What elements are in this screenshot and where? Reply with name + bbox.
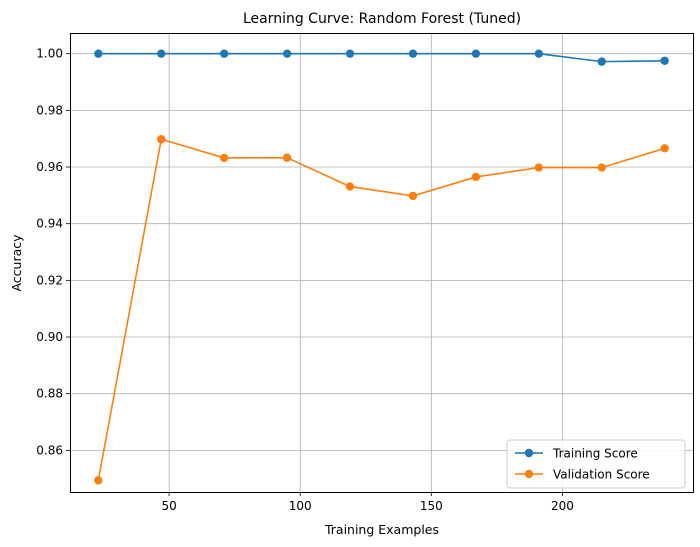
validation-score-line <box>97 138 665 481</box>
y-tick-label: 0.86 <box>36 443 63 457</box>
training-score-point <box>282 49 292 58</box>
x-tick-label: 50 <box>161 499 176 513</box>
training-score-point <box>660 56 669 65</box>
training-score-point <box>408 49 418 58</box>
y-axis-ticks: 0.86 0.88 0.90 0.92 0.94 0.96 0.98 1.00 <box>36 47 70 457</box>
x-axis-ticks: 50 100 150 200 <box>161 492 574 513</box>
x-tick-label: 100 <box>289 499 312 513</box>
validation-score-point <box>157 135 166 144</box>
legend-validation-score-label: Validation Score <box>553 468 650 482</box>
validation-score-point <box>408 191 418 201</box>
x-axis-label: Training Examples <box>324 522 439 537</box>
validation-score-point <box>597 163 606 172</box>
y-tick-label: 0.98 <box>36 103 63 117</box>
legend-validation-score-marker <box>524 469 534 479</box>
validation-score-point <box>219 153 229 163</box>
y-tick-label: 0.90 <box>36 330 63 344</box>
chart-title: Learning Curve: Random Forest (Tuned) <box>243 11 521 27</box>
x-tick-label: 150 <box>420 499 443 513</box>
training-score-point <box>157 49 166 58</box>
x-tick-label: 200 <box>551 499 574 513</box>
y-axis-label: Accuracy <box>9 234 24 292</box>
legend-training-score-marker <box>524 448 534 458</box>
validation-score-point <box>282 153 292 162</box>
grid <box>70 33 693 492</box>
y-tick-label: 1.00 <box>36 47 63 61</box>
training-score-point <box>471 49 481 58</box>
validation-score-point <box>471 172 481 182</box>
training-score-point <box>345 49 355 58</box>
training-score-point <box>219 49 229 58</box>
legend-training-score-label: Training Score <box>552 447 638 461</box>
validation-score-point <box>94 476 103 485</box>
y-tick-label: 0.92 <box>36 273 63 287</box>
training-score-line <box>98 52 665 63</box>
training-score-point <box>597 57 606 66</box>
legend-box <box>506 439 686 489</box>
legend: Training Score Validation Score <box>506 439 686 489</box>
series-layer <box>94 49 669 485</box>
y-tick-label: 0.88 <box>36 387 63 401</box>
plot-area-frame <box>70 33 694 493</box>
y-tick-label: 0.94 <box>36 217 63 231</box>
validation-score-point <box>534 163 544 172</box>
training-score-point <box>534 49 544 58</box>
training-score-point <box>94 49 103 58</box>
validation-score-point <box>660 144 669 153</box>
validation-score-point <box>345 182 355 191</box>
y-tick-label: 0.96 <box>36 160 63 174</box>
